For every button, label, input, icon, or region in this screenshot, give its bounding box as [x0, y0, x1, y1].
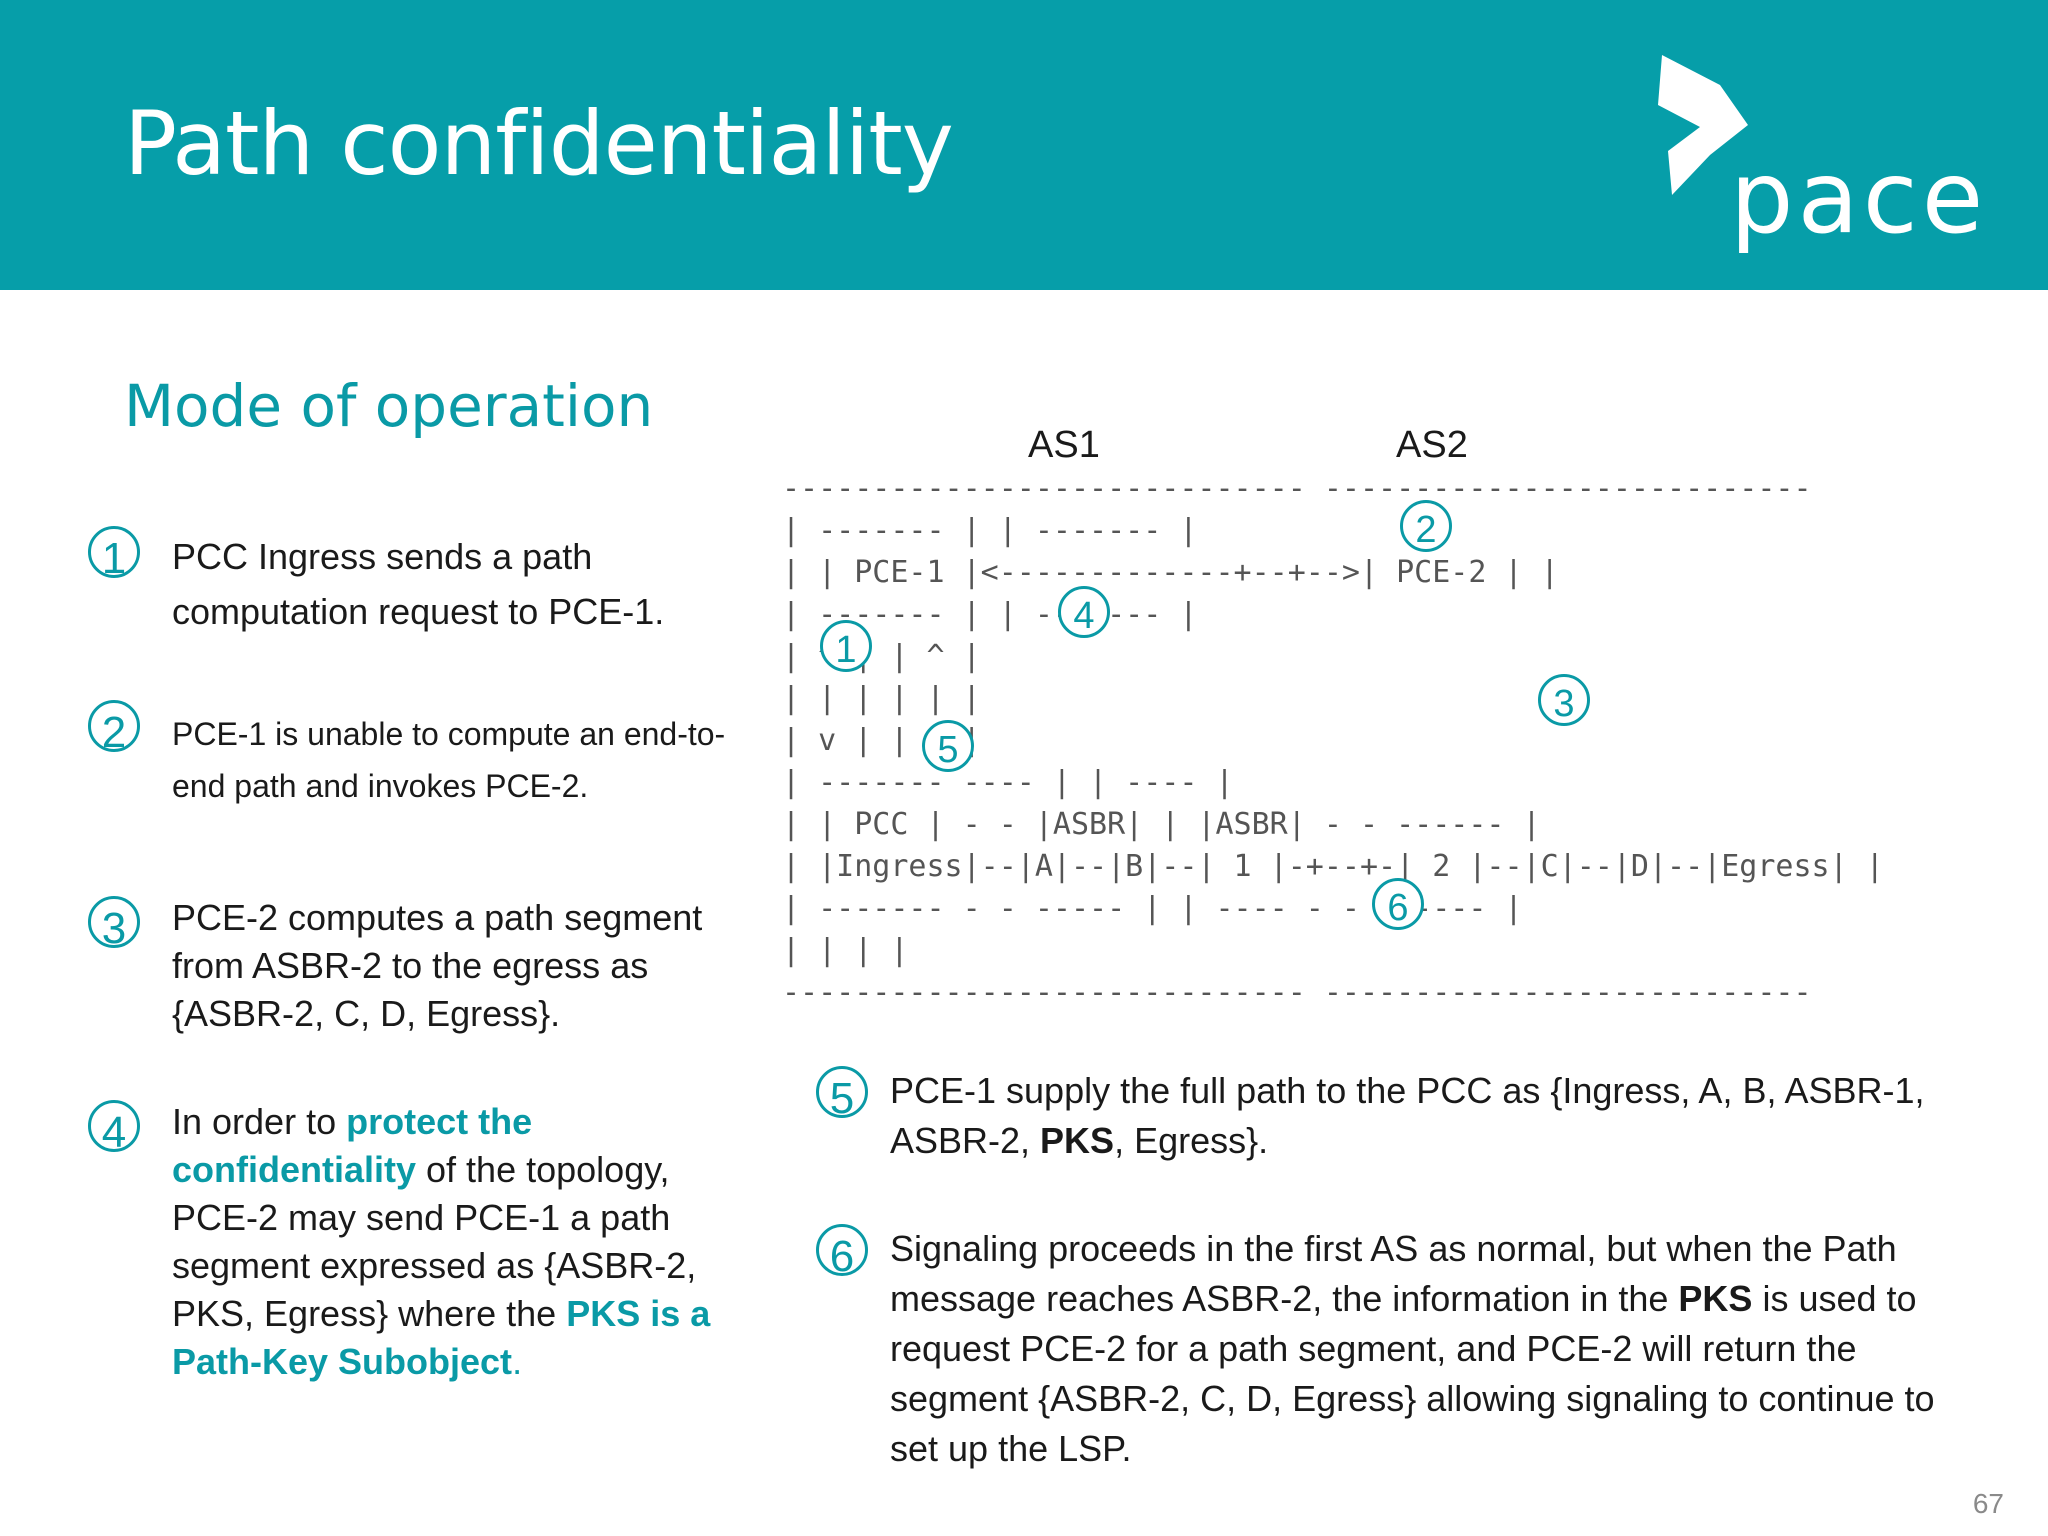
diagram-marker-4: 4 [1058, 586, 1110, 638]
diagram-line: | | PCE-1 |<-------------+--+-->| PCE-2 … [782, 555, 1559, 590]
step-text-segment: PKS is a Path-Key Subobject [172, 1293, 711, 1382]
diagram-line: ----------------------------- ----------… [782, 975, 1812, 1010]
pace-logo: pace [1640, 55, 2000, 265]
diagram-marker-2: 2 [1400, 500, 1452, 552]
as2-label: AS2 [1396, 424, 1468, 466]
page-number: 67 [1972, 1488, 2004, 1519]
page-title: Path confidentiality [124, 92, 954, 195]
step-text-segment: , Egress}. [1114, 1120, 1269, 1161]
step-text-segment: Signaling proceeds in the first AS as no… [890, 1228, 1897, 1319]
step-number: 6 [816, 1224, 868, 1281]
step-text: Signaling proceeds in the first AS as no… [890, 1224, 1990, 1474]
ascii-diagram: ----------------------------- ----------… [782, 471, 1884, 1010]
network-diagram: AS1 AS2 ----------------------------- --… [760, 420, 2020, 1020]
section-subtitle: Mode of operation [124, 372, 654, 440]
step-text-segment: protect the confidentiality [172, 1101, 533, 1190]
step-text-segment: PCE-2 computes a path segment from ASBR-… [172, 897, 703, 1034]
diagram-line: | |Ingress|--|A|--|B|--| 1 |-+--+-| 2 |-… [782, 849, 1884, 884]
diagram-marker-3: 3 [1538, 674, 1590, 726]
diagram-line: | ------- ---- | | ---- | [782, 765, 1234, 800]
step-text: In order to protect the confidentiality … [172, 1098, 742, 1386]
step-text-segment: PCE-1 supply the full path to the PCC as… [890, 1070, 1925, 1161]
diagram-line: | ^ | | ^ | [782, 639, 981, 674]
step-text-segment: . [512, 1341, 523, 1382]
step-number: 3 [88, 896, 140, 953]
header-bar: Path confidentiality pace [0, 0, 2048, 290]
step-number: 4 [88, 1100, 140, 1157]
step-text-segment: PKS [1678, 1278, 1753, 1319]
step-number: 2 [88, 700, 140, 757]
diagram-line: ----------------------------- ----------… [782, 471, 1812, 506]
diagram-line: | | PCC | - - |ASBR| | |ASBR| - - ------… [782, 807, 1541, 842]
step-text: PCE-2 computes a path segment from ASBR-… [172, 894, 752, 1038]
diagram-line: | ------- | | ------- | [782, 513, 1197, 548]
step-text: PCC Ingress sends a path computation req… [172, 529, 732, 639]
step-text-segment: PKS [1040, 1120, 1115, 1161]
step-text-segment: is used to request PCE-2 for a path segm… [890, 1278, 1935, 1469]
step-number: 5 [816, 1066, 868, 1123]
logo-mark-icon [1658, 55, 1748, 195]
diagram-line: | | | | [782, 933, 908, 968]
step-text-segment: PCE-1 is unable to compute an end-to-end… [172, 716, 726, 804]
step-number: 1 [88, 526, 140, 583]
step-text: PCE-1 supply the full path to the PCC as… [890, 1066, 2020, 1166]
step-text: PCE-1 is unable to compute an end-to-end… [172, 708, 732, 812]
logo-wordmark: pace [1730, 139, 1988, 256]
diagram-line: | | | | | | [782, 681, 981, 716]
diagram-marker-1: 1 [820, 620, 872, 672]
diagram-marker-6: 6 [1372, 878, 1424, 930]
step-text-segment: of the topology, PCE-2 may send PCE-1 a … [172, 1149, 697, 1334]
as1-label: AS1 [1028, 424, 1100, 466]
diagram-marker-5: 5 [922, 720, 974, 772]
step-text-segment: PCC Ingress sends a path computation req… [172, 536, 665, 632]
step-text-segment: In order to [172, 1101, 347, 1142]
